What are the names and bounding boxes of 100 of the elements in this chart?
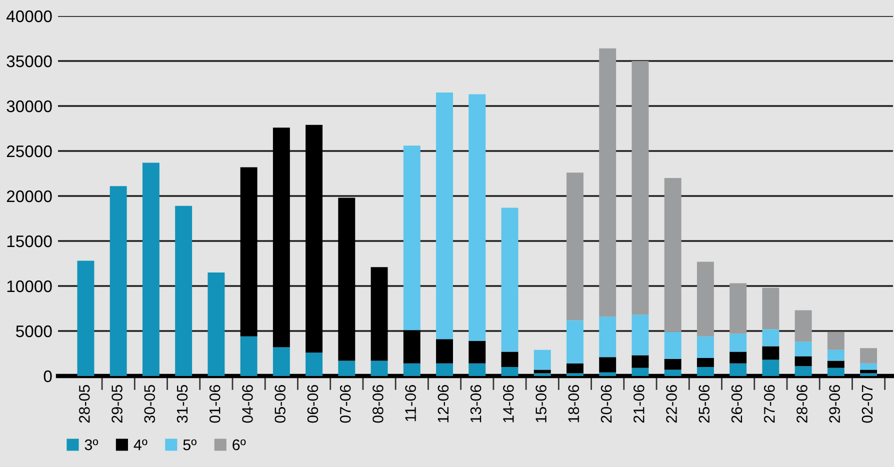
bar [403, 146, 420, 330]
bar [762, 360, 780, 376]
bar [664, 358, 682, 370]
x-tick-label: 30-05 [144, 384, 156, 423]
bar [501, 208, 518, 352]
bar [306, 352, 323, 376]
x-tick-label: 26-06 [731, 385, 742, 423]
bar [730, 283, 747, 334]
x-tick-label: 20-06 [600, 385, 612, 423]
y-tick-label: 40000 [6, 10, 52, 22]
bar [403, 363, 420, 376]
legend-label: 6º [232, 439, 246, 450]
bar [436, 92, 453, 340]
bar [501, 352, 518, 367]
bar [860, 363, 878, 370]
y-tick-label: 10000 [7, 280, 52, 292]
x-tick-label: 06-06 [307, 385, 318, 423]
bar [762, 288, 780, 330]
bar [240, 167, 258, 336]
x-tick-label: 14-06 [503, 385, 514, 422]
bar [827, 360, 844, 368]
bar [860, 348, 878, 364]
bar [599, 48, 616, 317]
x-tick-label: 08-06 [372, 385, 384, 423]
bar [436, 363, 453, 376]
bar [632, 314, 649, 356]
bar [370, 360, 388, 376]
y-tick-label: 20000 [6, 190, 52, 202]
bar [566, 363, 584, 374]
bar [827, 368, 844, 376]
x-tick-label: 04-06 [242, 385, 253, 423]
bar [468, 94, 486, 341]
bar [632, 61, 649, 315]
bar [599, 316, 616, 358]
bar [566, 373, 584, 376]
x-tick-label: 29-05 [112, 384, 122, 423]
x-tick-label: 27-06 [764, 385, 775, 423]
legend-label: 5º [183, 439, 197, 450]
bar [730, 352, 747, 364]
bar [534, 370, 551, 374]
bar [696, 367, 714, 376]
bar [338, 360, 356, 376]
bar [240, 336, 258, 376]
bar [370, 267, 388, 361]
y-tick-label: 15000 [7, 235, 52, 248]
y-tick-label: 35000 [6, 55, 52, 68]
bar [664, 178, 682, 332]
y-tick-label: 0 [44, 370, 52, 382]
x-tick-label: 31-05 [176, 384, 188, 423]
x-tick-label: 28-05 [79, 384, 90, 423]
bar [501, 367, 518, 376]
bar [730, 334, 747, 352]
bar [632, 368, 649, 376]
bar [566, 172, 584, 320]
bar [827, 350, 844, 361]
bar [696, 336, 714, 358]
bar [794, 310, 812, 342]
x-tick-label: 15-06 [536, 385, 546, 422]
x-tick-label: 18-06 [568, 385, 580, 422]
bar [306, 124, 323, 353]
bar [468, 363, 486, 376]
bar [566, 320, 584, 364]
bar [860, 370, 878, 374]
bar [664, 370, 682, 376]
x-tick-label: 29-06 [829, 385, 840, 423]
x-tick-label: 28-06 [796, 385, 808, 423]
x-tick-label: 12-06 [438, 385, 449, 422]
bar [175, 206, 192, 376]
x-tick-label: 05-06 [274, 385, 286, 423]
x-tick-label: 11-06 [405, 385, 416, 422]
bar [142, 162, 160, 376]
bar [436, 339, 453, 364]
bar [696, 262, 714, 336]
x-tick-label: 25-06 [698, 385, 710, 423]
bar [664, 332, 682, 359]
x-tick-label: 13-06 [470, 385, 482, 422]
bar [468, 340, 486, 364]
bar [534, 373, 551, 376]
bar [860, 373, 878, 376]
bar [794, 342, 812, 356]
x-tick-label: 07-06 [340, 385, 351, 423]
x-tick-label: 01-06 [209, 385, 220, 423]
y-tick-label: 30000 [6, 100, 52, 112]
y-tick-label: 25000 [6, 145, 52, 158]
bar [338, 198, 356, 361]
bar [696, 358, 714, 367]
bar [762, 329, 780, 346]
bar [794, 356, 812, 366]
bar [403, 330, 420, 364]
bar [599, 357, 616, 372]
bar [730, 363, 747, 376]
bar [794, 366, 812, 376]
x-tick-label: 21-06 [634, 385, 644, 423]
bar [762, 346, 780, 360]
bar [77, 260, 94, 376]
bar [827, 332, 844, 350]
bar [599, 372, 616, 376]
bar [110, 186, 127, 376]
x-tick-label: 02-07 [862, 385, 873, 423]
x-tick-label: 22-06 [666, 385, 677, 423]
